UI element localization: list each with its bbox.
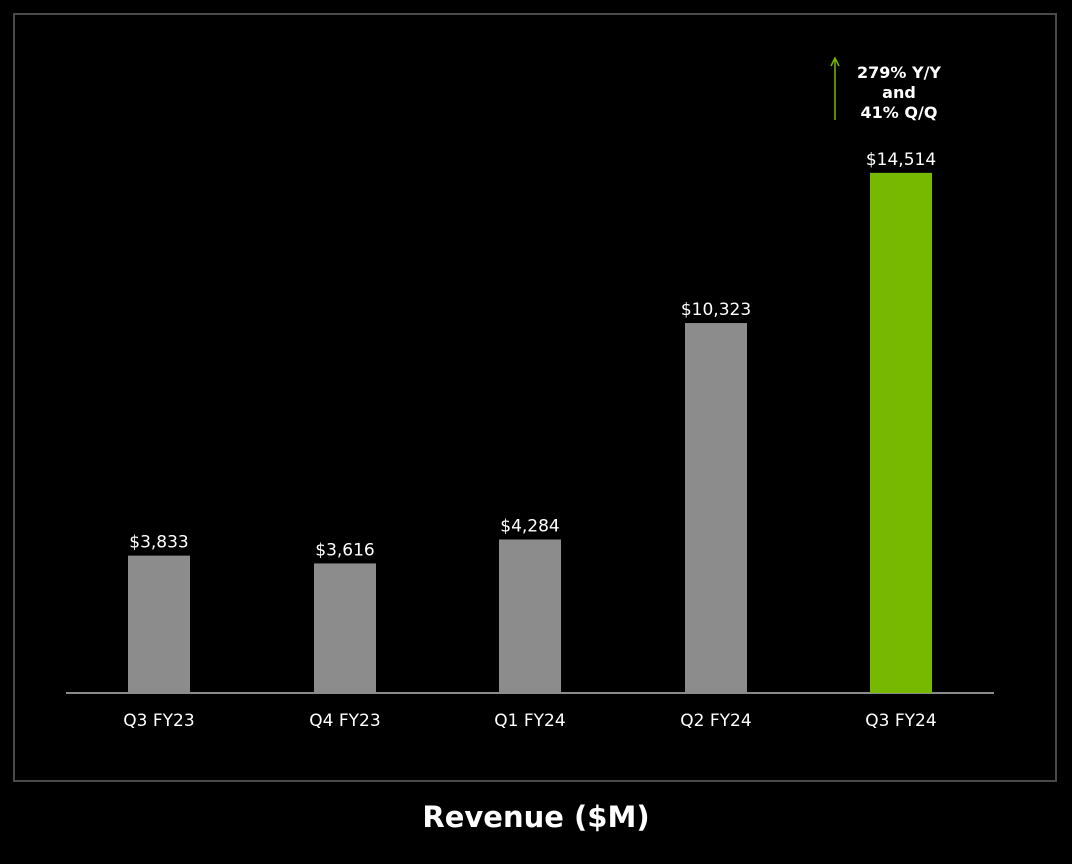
value-label: $10,323	[681, 300, 751, 320]
bar-q4-fy23	[314, 563, 376, 693]
annotation-text: and	[882, 83, 916, 102]
annotation-text: 279% Y/Y	[857, 63, 941, 82]
chart-frame	[13, 13, 1057, 782]
category-label: Q2 FY24	[680, 711, 751, 731]
category-label: Q4 FY23	[309, 711, 380, 731]
bar-q2-fy24	[685, 323, 747, 693]
value-label: $3,616	[315, 540, 374, 560]
arrow-up-icon	[830, 56, 840, 120]
annotation-text: 41% Q/Q	[861, 103, 938, 122]
value-label: $3,833	[129, 533, 188, 553]
category-label: Q1 FY24	[494, 711, 565, 731]
bar-q3-fy23	[128, 555, 190, 693]
value-label: $14,514	[866, 150, 936, 170]
bar-q1-fy24	[499, 539, 561, 693]
category-label: Q3 FY23	[123, 711, 194, 731]
value-label: $4,284	[500, 516, 559, 536]
bar-q3-fy24	[870, 172, 932, 694]
category-label: Q3 FY24	[865, 711, 936, 731]
chart-title: Revenue ($M)	[422, 800, 650, 834]
